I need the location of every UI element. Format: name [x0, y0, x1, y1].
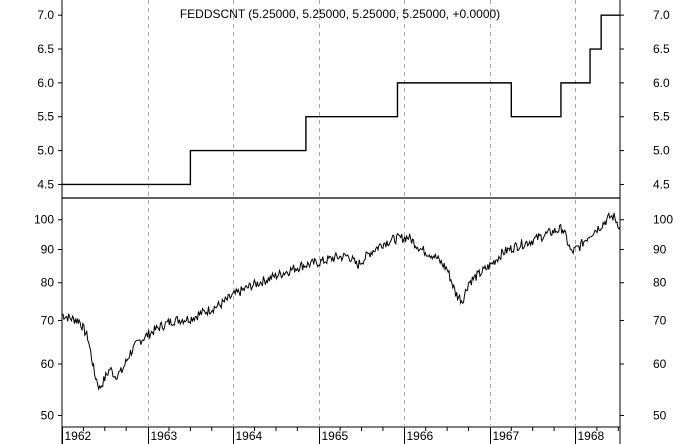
- x-tick-label: 1967: [493, 429, 520, 443]
- top-y-tick-label: 6.5: [37, 42, 54, 56]
- top-y-tick-label: 7.0: [653, 8, 670, 22]
- bottom-y-tick-label: 90: [653, 242, 667, 256]
- year-gridlines: [148, 0, 576, 427]
- index-price-line: [61, 211, 621, 391]
- bottom-y-tick-label: 80: [653, 276, 667, 290]
- x-tick-label: 1964: [236, 429, 263, 443]
- bottom-y-tick-label: 50: [41, 408, 55, 422]
- bottom-y-tick-label: 100: [34, 213, 54, 227]
- x-tick-label: 1966: [407, 429, 434, 443]
- top-y-tick-label: 5.0: [653, 144, 670, 158]
- bottom-y-tick-label: 50: [653, 408, 667, 422]
- bottom-y-tick-label: 70: [41, 313, 55, 327]
- top-y-tick-label: 6.0: [37, 76, 54, 90]
- bottom-y-tick-label: 70: [653, 313, 667, 327]
- bottom-y-tick-label: 60: [41, 357, 55, 371]
- x-tick-label: 1963: [151, 429, 178, 443]
- bottom-y-tick-label: 80: [41, 276, 55, 290]
- top-y-tick-label: 5.0: [37, 144, 54, 158]
- top-y-tick-label: 4.5: [37, 177, 54, 191]
- x-axis: 1962 1963 1964 1965 1966 1967 1968: [62, 427, 619, 444]
- top-y-tick-label: 4.5: [653, 177, 670, 191]
- x-tick-label: 1968: [578, 429, 605, 443]
- top-y-tick-label: 5.5: [37, 110, 54, 124]
- top-y-tick-label: 6.0: [653, 76, 670, 90]
- bottom-y-tick-label: 100: [653, 213, 673, 227]
- bottom-y-axis: 100 100 90 90 80 80 70 70 60 60 50 50: [34, 213, 673, 423]
- top-y-axis: 7.0 7.0 6.5 6.5 6.0 6.0 5.5 5.5 5.0 5.0 4.5 4.5: [37, 8, 670, 191]
- x-tick-label: 1965: [322, 429, 349, 443]
- top-y-tick-label: 6.5: [653, 42, 670, 56]
- fed-discount-rate-line: [62, 14, 620, 186]
- top-y-tick-label: 7.0: [37, 8, 54, 22]
- bottom-y-tick-label: 90: [41, 242, 55, 256]
- chart-frame: [61, 0, 621, 444]
- top-y-tick-label: 5.5: [653, 110, 670, 124]
- chart-title: FEDDSCNT (5.25000, 5.25000, 5.25000, 5.2…: [180, 7, 500, 21]
- x-tick-label: 1962: [65, 429, 92, 443]
- bottom-y-tick-label: 60: [653, 357, 667, 371]
